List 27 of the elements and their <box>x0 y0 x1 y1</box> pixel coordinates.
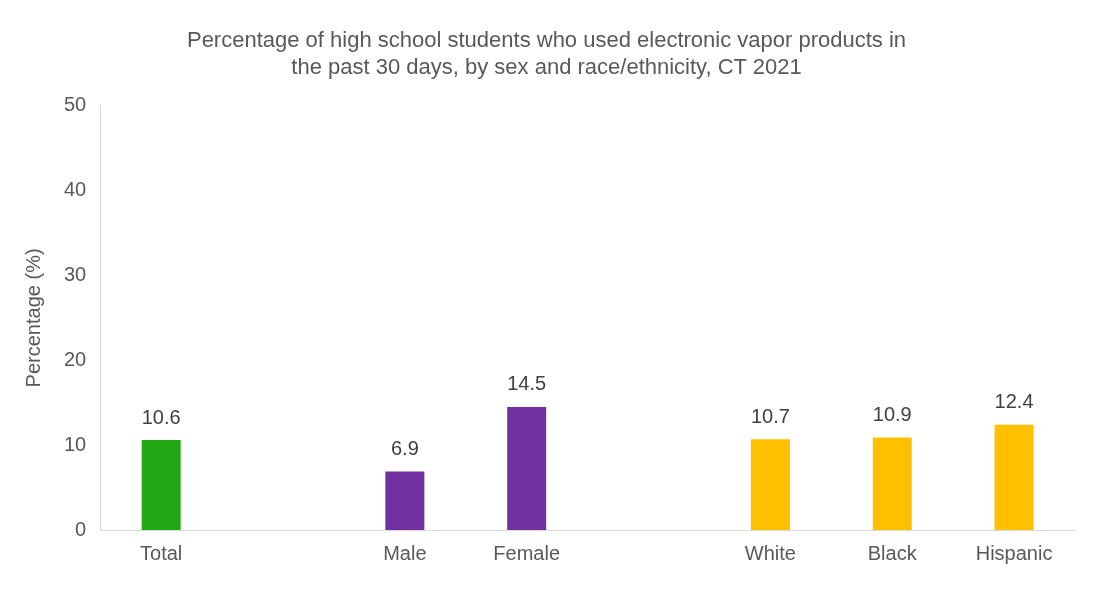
y-tick-label: 40 <box>64 178 87 201</box>
x-tick-label: White <box>744 541 796 564</box>
y-axis-title: Percentage (%) <box>21 248 44 388</box>
data-label: 14.5 <box>507 372 547 395</box>
x-tick-label: Hispanic <box>975 541 1053 564</box>
y-tick-label: 10 <box>64 432 87 455</box>
bar <box>872 437 912 530</box>
bar <box>141 440 181 530</box>
x-tick-label: Male <box>383 541 427 564</box>
data-label: 10.7 <box>750 404 790 427</box>
data-label: 12.4 <box>994 390 1034 413</box>
bar <box>994 424 1034 530</box>
y-tick-label: 20 <box>64 347 87 370</box>
data-label: 10.6 <box>141 405 181 428</box>
x-tick-label: Total <box>140 541 183 564</box>
text: the past 30 days, by sex and race/ethnicity, CT 2021 <box>291 53 802 79</box>
bar <box>385 471 425 530</box>
bar <box>750 439 790 530</box>
data-label: 10.9 <box>872 403 912 426</box>
x-tick-label: Female <box>493 541 561 564</box>
data-label: 6.9 <box>390 436 419 459</box>
y-tick-label: 30 <box>64 263 87 285</box>
text: Percentage of high school students who used electronic vapor products in <box>186 27 907 53</box>
y-tick-label: 0 <box>75 517 87 540</box>
bar <box>507 406 547 530</box>
y-tick-label: 50 <box>64 93 87 116</box>
x-tick-label: Black <box>867 541 918 564</box>
